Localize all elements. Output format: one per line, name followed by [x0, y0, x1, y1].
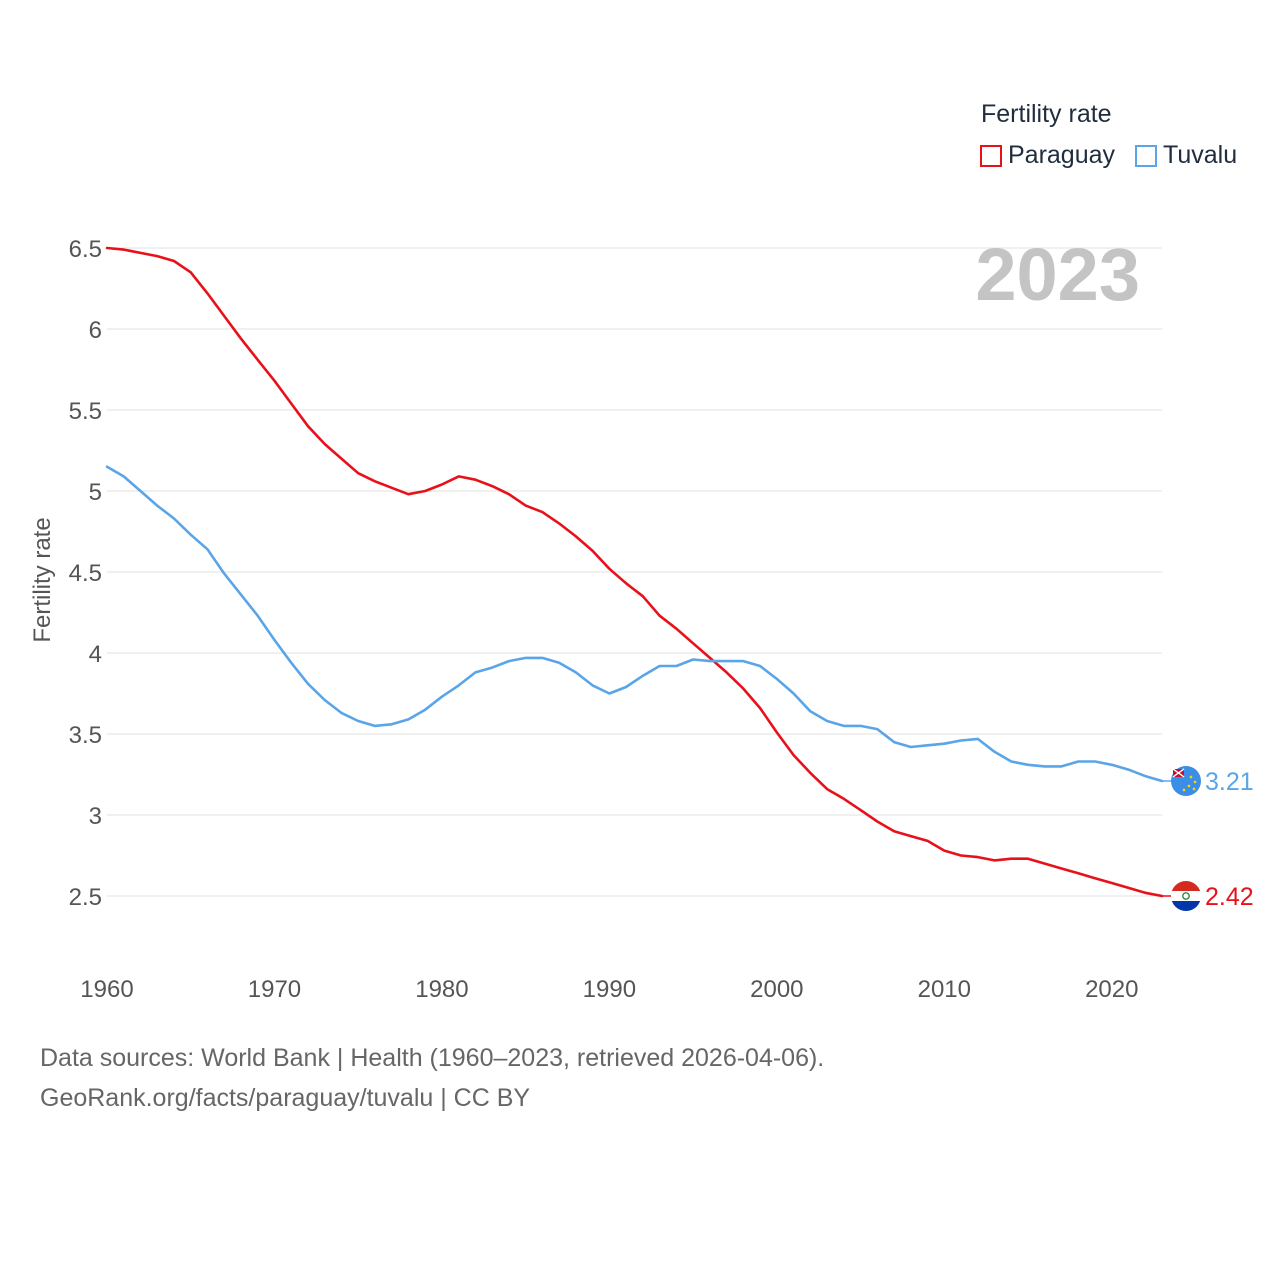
flag-icon-paraguay [1171, 881, 1201, 911]
x-tick-label-1990: 1990 [583, 976, 636, 1003]
series-end-markers: 2.42 3.21 [1162, 765, 1254, 911]
y-tick-label-6: 6 [89, 317, 102, 344]
legend-item-tuvalu[interactable]: Tuvalu [1135, 141, 1237, 170]
y-tick-label-6-5: 6.5 [69, 236, 102, 263]
legend: Paraguay Tuvalu [980, 141, 1257, 170]
y-axis-ticks: 2.5 3 3.5 4 4.5 5 5.5 6 6.5 [69, 236, 102, 911]
footer-data-sources: Data sources: World Bank | Health (1960–… [40, 1044, 825, 1072]
year-label: 2023 [975, 233, 1140, 316]
footer-attribution[interactable]: GeoRank.org/facts/paraguay/tuvalu | CC B… [40, 1084, 531, 1112]
legend-swatch-tuvalu [1135, 144, 1158, 167]
series-line-paraguay [105, 246, 1164, 898]
y-tick-label-3-5: 3.5 [69, 722, 102, 749]
x-axis-ticks: 1960 1970 1980 1990 2000 2010 2020 [80, 976, 1138, 1003]
series-line-tuvalu [105, 465, 1164, 783]
legend-label-tuvalu: Tuvalu [1163, 141, 1238, 169]
x-tick-label-2010: 2010 [918, 976, 971, 1003]
x-tick-label-1970: 1970 [248, 976, 301, 1003]
y-tick-label-5-5: 5.5 [69, 398, 102, 425]
y-tick-label-4-5: 4.5 [69, 560, 102, 587]
y-tick-label-3: 3 [89, 803, 102, 830]
legend-item-paraguay[interactable]: Paraguay [980, 141, 1115, 170]
y-tick-label-4: 4 [89, 641, 102, 668]
series-lines [105, 246, 1164, 898]
end-value-label-tuvalu: 3.21 [1205, 768, 1254, 796]
legend-title: Fertility rate [981, 100, 1112, 128]
x-tick-label-2020: 2020 [1085, 976, 1138, 1003]
legend-label-paraguay: Paraguay [1008, 141, 1116, 169]
flag-icon-tuvalu [1171, 765, 1201, 796]
x-tick-label-1960: 1960 [80, 976, 133, 1003]
x-tick-label-2000: 2000 [750, 976, 803, 1003]
y-tick-label-5: 5 [89, 479, 102, 506]
end-value-label-paraguay: 2.42 [1205, 883, 1254, 911]
legend-swatch-paraguay [980, 144, 1002, 167]
y-tick-label-2-5: 2.5 [69, 884, 102, 911]
grid-lines [107, 247, 1162, 897]
y-axis-label: Fertility rate [29, 517, 56, 642]
x-tick-label-1980: 1980 [415, 976, 468, 1003]
